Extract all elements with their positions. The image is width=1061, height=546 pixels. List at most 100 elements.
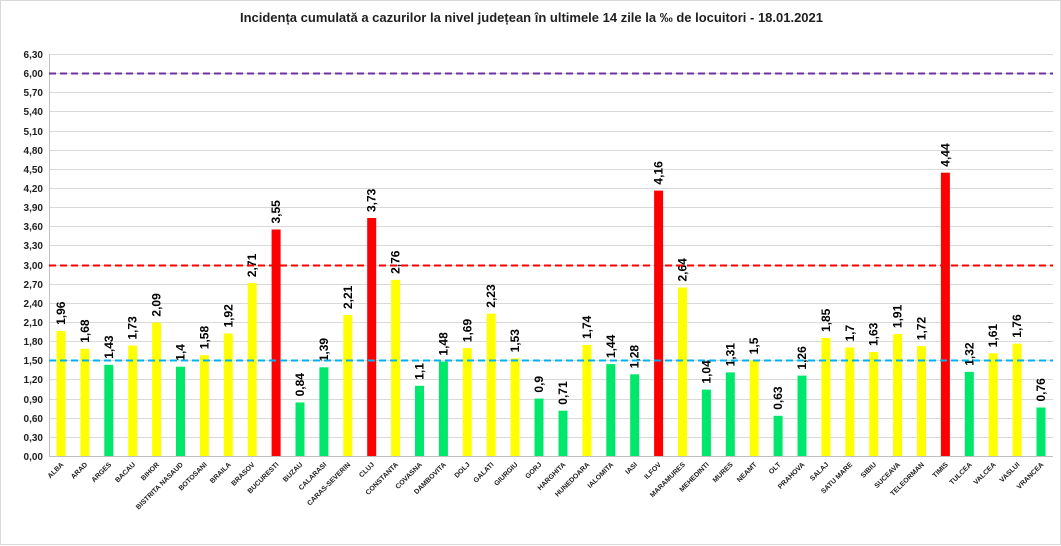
bar-salaj (821, 338, 831, 456)
category-label: CARAS-SEVERIN (306, 461, 352, 507)
bar-giurgiu (510, 358, 520, 456)
bar-brasov (247, 283, 257, 456)
category-label: NEAMT (736, 461, 759, 484)
category-label: IALOMITA (587, 461, 616, 490)
data-label: 3,73 (365, 188, 379, 212)
category-label: IASI (625, 461, 640, 476)
bar-satu-mare (845, 347, 855, 456)
data-label: 1,58 (197, 326, 211, 350)
data-label: 1,5 (747, 337, 761, 354)
y-tick-label: 5,70 (24, 88, 44, 99)
y-tick-label: 2,70 (24, 280, 44, 291)
data-label: 0,63 (771, 386, 785, 410)
data-label: 0,71 (556, 381, 570, 405)
data-label: 1,74 (580, 315, 594, 339)
bar-dolj (462, 348, 472, 456)
y-tick-label: 2,10 (24, 318, 44, 329)
bar-ialomita (606, 364, 616, 456)
y-tick-label: 1,50 (24, 356, 44, 367)
data-label: 2,21 (341, 285, 355, 309)
y-tick-label: 0,60 (24, 414, 44, 425)
data-label: 0,9 (532, 376, 546, 393)
data-label: 1,26 (795, 346, 809, 370)
bar-timis (940, 172, 950, 456)
data-label: 1,85 (819, 308, 833, 332)
category-label: SALAJ (809, 461, 830, 482)
category-label: MURES (712, 461, 735, 484)
bar-teleorman (917, 346, 926, 456)
y-tick-label: 6,00 (24, 69, 44, 80)
bar-arad (80, 348, 90, 456)
category-label: SIBIU (860, 461, 878, 479)
data-label: 3,55 (269, 200, 283, 224)
category-label: VALCEA (973, 461, 998, 486)
y-tick-label: 3,90 (24, 203, 44, 214)
bar-mures (725, 372, 735, 456)
y-tick-label: 3,00 (24, 261, 44, 272)
y-tick-label: 5,40 (24, 107, 44, 118)
data-label: 1,69 (460, 319, 474, 343)
data-label: 4,44 (938, 143, 952, 167)
category-label: BUZAU (282, 461, 304, 483)
data-label: 2,09 (150, 293, 164, 317)
bar-calarasi (319, 367, 329, 456)
category-label: ALBA (47, 461, 66, 480)
bar-braila (223, 333, 233, 456)
category-label: BISTRITA NASAUD (135, 461, 185, 511)
data-label: 1,4 (174, 344, 188, 361)
bar-gorj (534, 398, 544, 456)
category-label: CLUJ (358, 461, 376, 479)
category-label: ARAD (70, 461, 89, 480)
category-label: BACAU (114, 461, 137, 484)
data-label: 1,7 (843, 324, 857, 341)
y-tick-label: 0,00 (24, 452, 44, 463)
bar-ilfov (654, 190, 664, 456)
y-tick-label: 4,50 (24, 165, 44, 176)
data-label: 1,73 (126, 316, 140, 340)
bar-dambovita (438, 361, 448, 456)
category-label: ARGES (91, 461, 114, 484)
bar-hunedoara (582, 345, 592, 456)
bar-bistrita-nasaud (176, 366, 185, 456)
bar-covasna (415, 385, 424, 456)
bar-mehedinti (701, 389, 711, 456)
data-label: 1,53 (508, 329, 522, 353)
bar-iasi (630, 374, 640, 456)
data-label: 4,16 (652, 161, 666, 185)
data-label: 1,63 (867, 322, 881, 346)
data-label: 1,32 (962, 342, 976, 366)
bar-constanta (391, 279, 401, 456)
category-label: TULCEA (949, 461, 974, 486)
data-label: 1,96 (54, 301, 68, 325)
data-label: 1,91 (891, 304, 905, 328)
data-label: 1,76 (1010, 314, 1024, 338)
bar-bacau (128, 345, 138, 456)
data-label: 1,28 (628, 345, 642, 369)
bar-harghita (558, 410, 568, 456)
bar-bucuresti (271, 229, 281, 456)
data-label: 1,31 (723, 343, 737, 367)
bar-prahova (797, 375, 807, 456)
y-tick-label: 3,30 (24, 241, 44, 252)
y-tick-label: 6,30 (24, 50, 44, 61)
bar-botosani (199, 355, 209, 456)
data-label: 1,48 (436, 332, 450, 356)
bar-buzau (295, 402, 305, 456)
y-tick-label: 4,20 (24, 184, 44, 195)
data-label: 1,61 (986, 324, 1000, 348)
bar-arges (104, 364, 114, 456)
category-label: BIHOR (140, 461, 161, 482)
data-label: 1,92 (221, 304, 235, 328)
bar-olt (773, 415, 783, 456)
category-label: GORJ (524, 461, 543, 480)
y-tick-label: 2,40 (24, 299, 44, 310)
data-label: 1,44 (604, 334, 618, 358)
bar-maramures (678, 287, 687, 456)
bar-bihor (152, 322, 162, 456)
bar-alba (56, 330, 66, 456)
data-label: 2,76 (389, 250, 403, 274)
data-label: 1,04 (699, 360, 713, 384)
category-label: DOLJ (454, 461, 472, 479)
